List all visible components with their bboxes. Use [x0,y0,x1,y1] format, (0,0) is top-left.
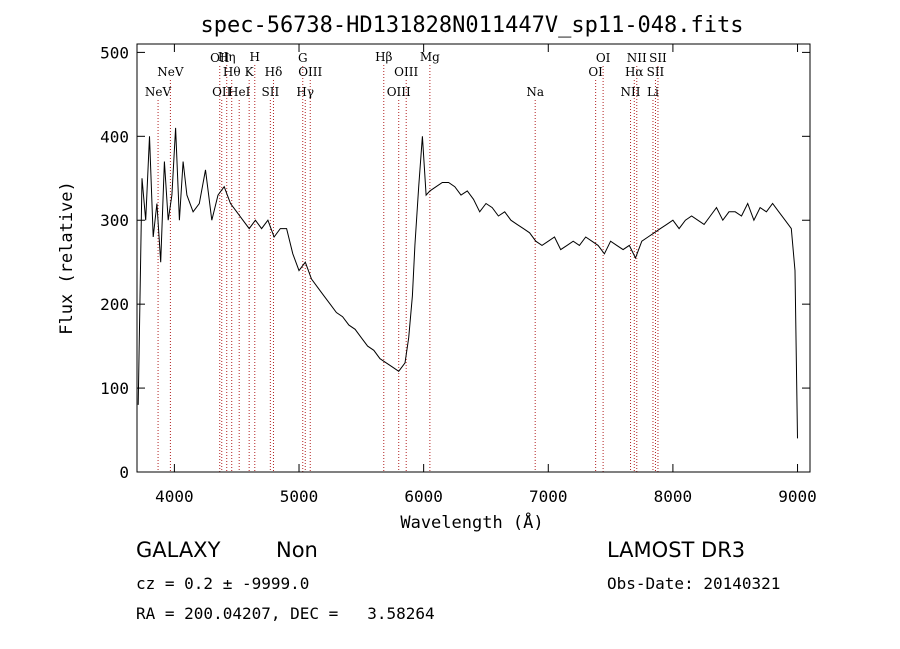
line-marker-label: NeV [157,65,184,79]
line-marker-label: Na [526,85,544,99]
line-marker-label: H [250,50,260,64]
line-marker-label: OIII [298,65,322,79]
x-axis-label: Wavelength (Å) [400,511,543,533]
line-marker-label: Li [647,85,659,99]
chart-title: spec-56738-HD131828N011447V_sp11-048.fit… [200,13,743,38]
line-marker-label: Hα [625,65,644,79]
object-class: GALAXY [136,538,221,562]
y-tick-label: 0 [119,463,129,482]
line-marker-label: SII [647,65,665,79]
line-marker-label: OII [210,51,230,65]
x-tick-label: 6000 [404,487,443,506]
y-axis-ticks: 0 100 200 300 400 500 [100,43,810,482]
line-marker-label: SII [649,51,667,65]
line-marker-label: OI [596,51,611,65]
y-tick-label: 100 [100,379,129,398]
redshift-text: cz = 0.2 ± -9999.0 [136,574,310,593]
obs-date-text: Obs-Date: 20140321 [607,574,781,593]
line-marker-label: HeI [228,85,251,99]
survey-label: LAMOST DR3 [607,538,746,562]
line-marker-label: NeV [145,85,172,99]
line-marker-label: NII [627,51,647,65]
line-marker-label: NII [621,85,641,99]
line-marker-label: Hθ [223,65,241,79]
line-marker-label: SII [262,85,280,99]
line-marker-label: OII [212,85,232,99]
x-axis-ticks: 4000 5000 6000 7000 8000 9000 [155,44,817,506]
coordinates-text: RA = 200.04207, DEC = 3.58264 [136,604,435,623]
y-tick-label: 400 [100,127,129,146]
line-marker-label: Hδ [265,65,283,79]
y-tick-label: 300 [100,211,129,230]
line-marker-label: OI [588,65,603,79]
object-subclass: Non [276,538,318,562]
line-marker-label: OIII [387,85,411,99]
plot-frame [136,43,811,473]
line-marker-label: Hγ [296,85,314,99]
x-tick-label: 9000 [778,487,817,506]
x-tick-label: 7000 [529,487,568,506]
spectrum-line [137,127,798,439]
spectral-line-markers [157,65,659,472]
line-marker-label: Mg [420,50,440,64]
spectral-line-labels: NeVNeVOIIOIIHηHθHeIKHSIIHδGHγOIIIHβOIIIO… [145,50,667,99]
x-tick-label: 8000 [654,487,693,506]
line-marker-label: K [245,65,255,79]
line-marker-label: G [298,51,308,65]
y-tick-label: 200 [100,295,129,314]
y-axis-label: Flux (relative) [57,181,77,335]
y-tick-label: 500 [100,43,129,62]
x-tick-label: 5000 [280,487,319,506]
x-tick-label: 4000 [155,487,194,506]
line-marker-label: Hη [218,50,236,64]
line-marker-label: OIII [394,65,418,79]
line-marker-label: Hβ [375,50,392,64]
